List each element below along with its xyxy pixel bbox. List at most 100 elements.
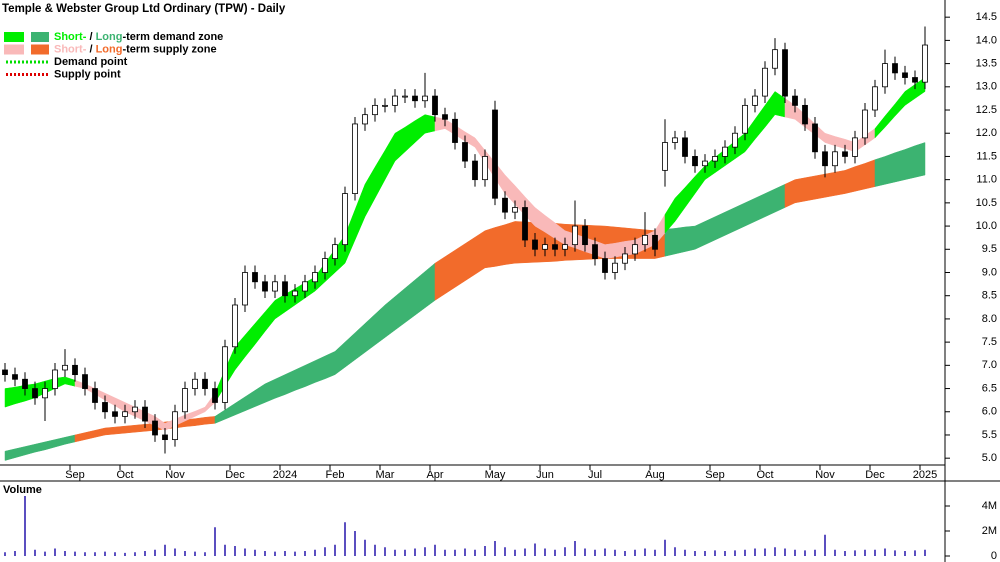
candle-body: [622, 253, 628, 264]
volume-bar: [364, 539, 366, 556]
volume-bar: [244, 548, 246, 556]
candle-body: [2, 369, 8, 376]
y-tick-label: 5.5: [982, 429, 997, 441]
candle-body: [822, 151, 828, 167]
candle-body: [412, 95, 418, 102]
candle-body: [42, 388, 48, 399]
volume-bar: [334, 544, 336, 556]
legend-text: -term supply zone: [122, 43, 216, 55]
y-tick-label: 7.5: [982, 336, 997, 348]
volume-bar: [224, 544, 226, 556]
volume-title: Volume: [3, 484, 42, 496]
volume-bar: [154, 549, 156, 556]
volume-bar: [664, 539, 666, 556]
x-tick-label: Mar: [376, 469, 395, 481]
legend-label: Supply point: [54, 68, 121, 80]
volume-bar: [14, 551, 16, 556]
volume-bar: [564, 547, 566, 556]
volume-bar: [534, 543, 536, 556]
volume-bar: [314, 549, 316, 556]
candle-body: [82, 374, 88, 389]
candle-body: [582, 225, 588, 246]
volume-bar: [904, 551, 906, 556]
short-term-zone: [874, 77, 926, 139]
volume-bar: [574, 541, 576, 556]
candle-body: [422, 95, 428, 102]
volume-bar: [854, 550, 856, 556]
candle-body: [572, 225, 578, 246]
candle-body: [372, 104, 378, 116]
candle-body: [272, 281, 278, 292]
candle-body: [202, 378, 208, 389]
volume-bar: [584, 548, 586, 556]
candle-body: [432, 95, 438, 116]
volume-bar: [114, 552, 116, 556]
candle-body: [522, 207, 528, 241]
volume-bar: [864, 549, 866, 556]
volume-bar: [644, 548, 646, 556]
candle-body: [152, 420, 158, 436]
candle-body: [482, 156, 488, 181]
volume-bar: [614, 549, 616, 556]
volume-bar: [74, 551, 76, 556]
candle-body: [462, 142, 468, 162]
candle-body: [172, 411, 178, 441]
volume-bar: [134, 552, 136, 556]
volume-bar: [324, 547, 326, 556]
volume-bar: [514, 549, 516, 556]
volume-bar: [254, 549, 256, 556]
volume-bar: [194, 551, 196, 556]
volume-bar: [34, 549, 36, 556]
volume-bar: [164, 544, 166, 556]
x-tick-label: Jun: [536, 469, 554, 481]
x-tick-label: Apr: [426, 469, 443, 481]
volume-bar: [794, 549, 796, 556]
volume-bar: [394, 549, 396, 556]
x-tick-label: 2024: [273, 469, 297, 481]
candle-body: [922, 44, 928, 83]
volume-bar: [204, 552, 206, 556]
candle-body: [892, 63, 898, 74]
candle-body: [12, 374, 18, 380]
volume-bar: [524, 548, 526, 556]
y-tick-label: 10.5: [976, 197, 997, 209]
candle-body: [62, 364, 68, 371]
y-tick-label: 11.5: [976, 150, 997, 162]
candle-body: [162, 434, 168, 441]
candle-body: [112, 411, 118, 417]
candle-body: [912, 77, 918, 83]
candle-body: [362, 114, 368, 125]
legend-label: Demand point: [54, 56, 128, 68]
volume-bar: [754, 548, 756, 556]
legend-swatch: [31, 32, 49, 42]
y-tick-label: 10.0: [976, 220, 997, 232]
candle-body: [682, 137, 688, 157]
candle-body: [512, 207, 518, 213]
volume-bar: [744, 549, 746, 556]
volume-bar: [104, 551, 106, 556]
candle-body: [242, 272, 248, 306]
chart-title: Temple & Webster Group Ltd Ordinary (TPW…: [2, 3, 286, 15]
volume-bar: [594, 549, 596, 556]
candle-body: [502, 197, 508, 213]
volume-bar: [444, 549, 446, 556]
candle-body: [442, 114, 448, 120]
legend-swatch: [4, 32, 24, 42]
volume-bar: [174, 548, 176, 556]
x-tick-label: Nov: [165, 469, 185, 481]
candle-body: [542, 244, 548, 250]
volume-bar: [4, 552, 6, 556]
candle-body: [472, 160, 478, 181]
candle-body: [262, 281, 268, 292]
legend-swatch: [4, 44, 24, 55]
legend-text: /: [86, 43, 95, 55]
volume-bar: [44, 551, 46, 556]
volume-bar: [694, 551, 696, 556]
long-term-zone: [784, 159, 876, 208]
candle-body: [312, 272, 318, 283]
volume-bar: [374, 544, 376, 556]
x-tick-label: Sep: [65, 469, 85, 481]
candle-body: [132, 406, 138, 413]
volume-bar: [304, 551, 306, 556]
